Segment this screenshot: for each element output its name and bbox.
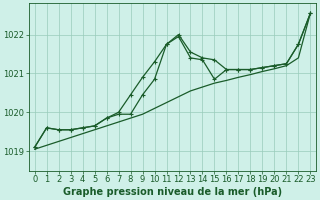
- X-axis label: Graphe pression niveau de la mer (hPa): Graphe pression niveau de la mer (hPa): [63, 187, 282, 197]
